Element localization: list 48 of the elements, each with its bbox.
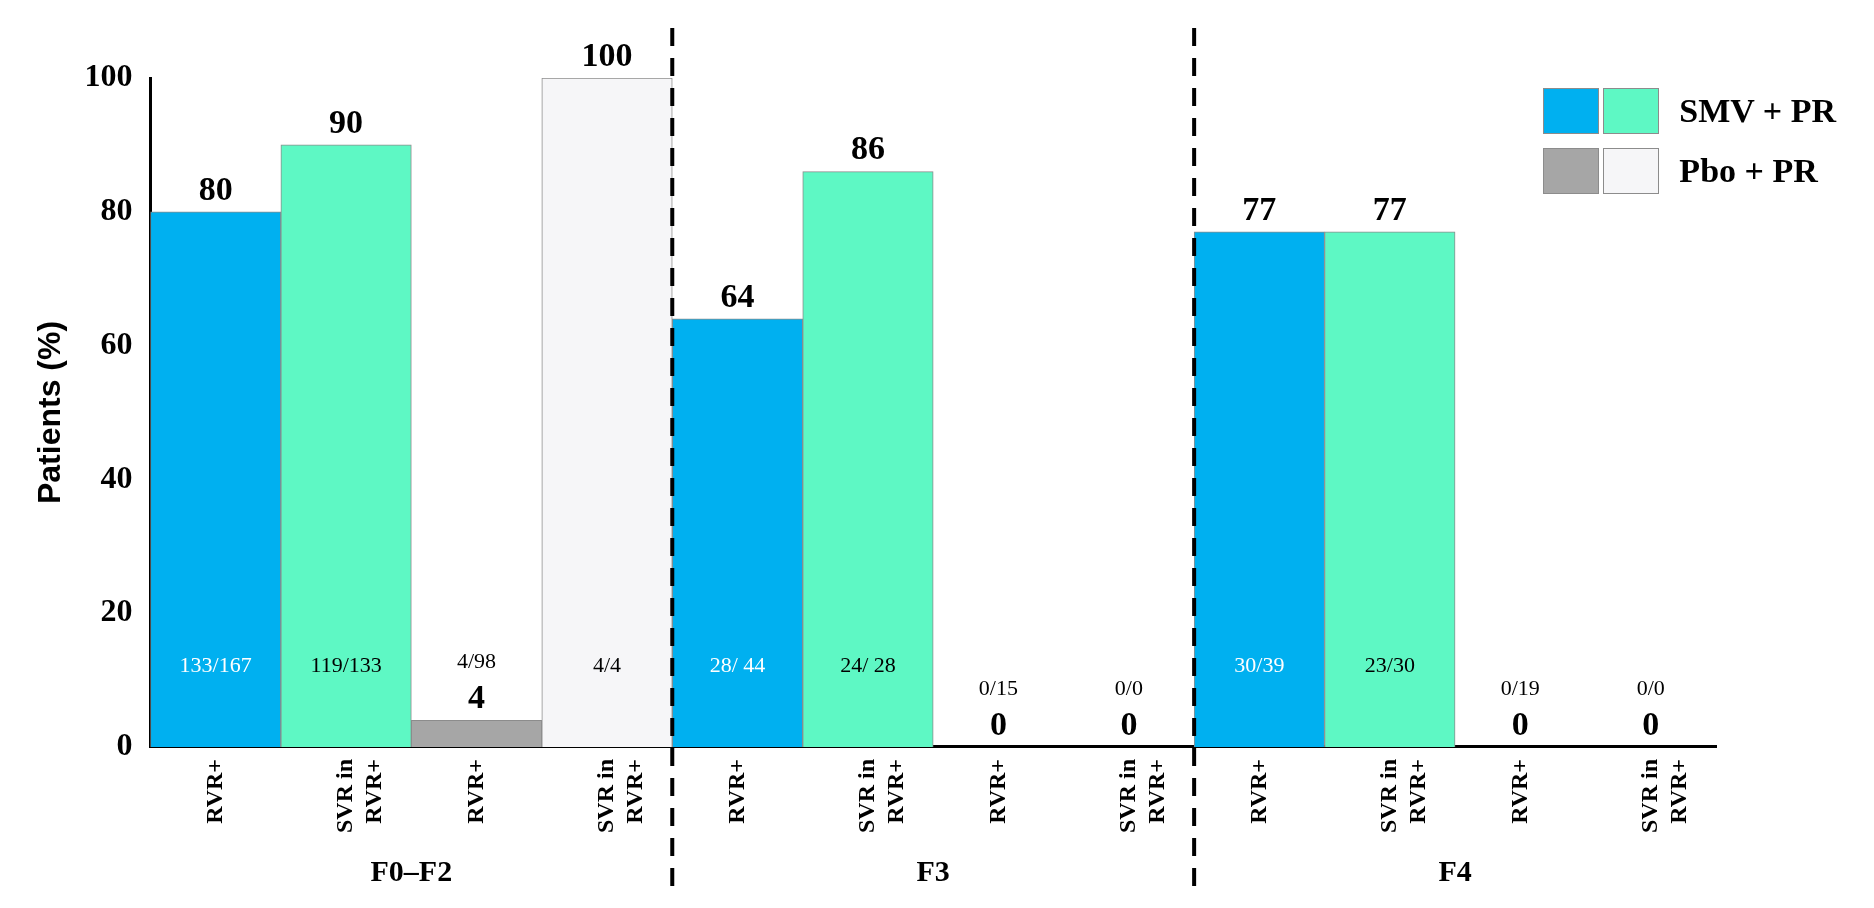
annotation: 0/0 [1114,674,1143,700]
x-tick-label: RVR+ [722,758,749,824]
text: F0–F2 [370,853,453,887]
data-label: 0 [1120,704,1138,742]
annotation: 23/30 [1364,652,1415,678]
x-tick-label: RVR+ [200,758,227,824]
y-axis-title: Patients (%) [31,320,68,505]
annotation: 119/133 [310,652,382,678]
x-tick-label: SVR in RVR+ [853,758,908,833]
y-tick-label: 100 [84,57,133,94]
x-tick-label: RVR+ [461,758,488,824]
annotation: 0/0 [1636,674,1665,700]
y-tick-label: 20 [100,592,133,629]
legend-label: SMV + PR [1679,92,1836,130]
text: F3 [916,853,950,887]
x-tick-label: RVR+ [1244,758,1271,824]
x-tick-label: SVR in RVR+ [1635,758,1691,833]
data-label: 77 [1242,189,1277,227]
annotation: 4/98 [457,647,497,673]
annotation: 28/ 44 [709,652,766,678]
y-tick-label: 80 [100,191,133,228]
data-label: 4 [468,677,486,715]
annotation: 0/19 [1500,674,1540,700]
data-label: 0 [989,704,1007,742]
x-tick-label: RVR+ [983,758,1010,824]
data-label: 64 [720,276,755,314]
y-tick-label: 40 [100,458,133,495]
y-tick-label: 0 [116,726,133,763]
annotation: 4/4 [592,652,622,678]
data-label: 100 [581,35,633,73]
data-label: 86 [850,129,885,167]
data-label: 80 [198,169,233,207]
text: F4 [1438,853,1472,887]
x-tick-label: SVR in RVR+ [1375,758,1430,833]
data-label: 77 [1372,189,1407,227]
x-tick-label: RVR+ [1505,758,1532,824]
data-label: 90 [329,102,364,140]
annotation: 133/167 [179,652,252,678]
x-tick-label: SVR in RVR+ [1114,758,1169,833]
data-label: 0 [1511,704,1529,742]
annotation: 24/ 28 [840,652,896,678]
x-tick-label: SVR in RVR+ [592,758,648,833]
text: Pbo + PR [1679,152,1818,190]
x-tick-label: SVR in RVR+ [331,758,387,833]
annotation: 30/39 [1234,652,1285,678]
data-label: 0 [1642,704,1660,742]
annotation: 0/15 [978,674,1018,700]
y-tick-label: 60 [100,324,133,361]
